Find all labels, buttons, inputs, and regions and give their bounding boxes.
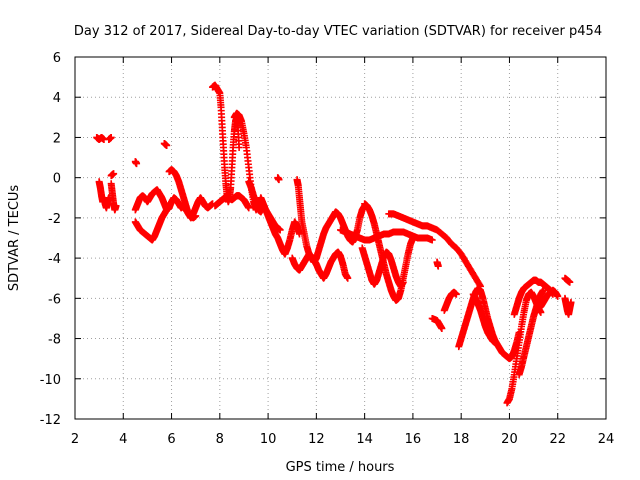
y-tick-label: 2: [53, 131, 61, 146]
series-track-i: [160, 139, 171, 149]
series-track-h: [131, 204, 173, 244]
x-tick-label: 20: [501, 432, 518, 447]
x-tick-label: 12: [308, 432, 325, 447]
data-point-marker: [438, 325, 446, 332]
chart-title: Day 312 of 2017, Sidereal Day-to-day VTE…: [74, 24, 602, 39]
series-track-j: [165, 166, 217, 222]
data-point-marker: [107, 133, 115, 141]
data-point-marker: [452, 290, 460, 298]
series-track-u: [385, 210, 484, 290]
data-point-marker: [434, 262, 442, 270]
series-track-c: [95, 178, 113, 212]
y-tick-label: 0: [53, 172, 61, 187]
data-point-marker: [245, 204, 253, 212]
series-track-x: [433, 258, 442, 270]
series-track-b: [105, 133, 115, 143]
data-point-marker: [276, 226, 284, 234]
data-point-marker: [539, 286, 547, 294]
series-track-d: [107, 180, 120, 214]
data-point-marker: [567, 298, 575, 306]
series-track-e: [107, 170, 118, 180]
series-track-v: [428, 314, 446, 332]
y-tick-label: 6: [53, 51, 61, 66]
series-track-f: [131, 158, 141, 168]
data-point-marker: [163, 141, 171, 149]
data-point-marker: [409, 234, 417, 242]
data-point-marker: [344, 274, 352, 282]
y-axis-label: SDTVAR / TECUs: [7, 185, 22, 292]
series-track-o: [274, 174, 283, 184]
data-point-marker: [110, 170, 118, 178]
series-track-ae: [561, 294, 575, 318]
series-track-ad: [534, 286, 562, 312]
y-tick-label: -8: [48, 333, 61, 348]
x-tick-label: 2: [71, 432, 79, 447]
series-track-af: [561, 274, 574, 286]
x-tick-label: 6: [167, 432, 175, 447]
data-point-marker: [554, 292, 562, 300]
series-track-q: [288, 248, 352, 282]
data-point-marker: [399, 278, 407, 286]
data-marks: [93, 81, 575, 407]
series-track-w: [440, 288, 460, 314]
y-tick-label: -12: [40, 413, 61, 428]
series-track-ab: [510, 276, 557, 318]
series-track-r: [337, 226, 436, 244]
data-point-marker: [566, 278, 574, 286]
data-point-marker: [235, 144, 243, 151]
x-tick-label: 16: [405, 432, 422, 447]
x-tick-label: 10: [260, 432, 277, 447]
y-tick-label: -6: [48, 292, 61, 307]
series-track-n: [245, 178, 303, 258]
y-tick-label: 4: [53, 91, 61, 106]
data-point-marker: [165, 204, 173, 212]
y-tick-label: -4: [48, 252, 61, 267]
data-point-marker: [133, 160, 141, 168]
x-tick-label: 18: [453, 432, 470, 447]
x-tick-label: 22: [549, 432, 566, 447]
series-track-z: [469, 290, 499, 347]
series-track-t: [358, 244, 407, 290]
x-tick-label: 14: [356, 432, 373, 447]
x-tick-label: 24: [598, 432, 615, 447]
x-axis-label: GPS time / hours: [286, 460, 395, 475]
x-tick-label: 8: [216, 432, 224, 447]
plot-frame: [74, 56, 607, 420]
data-point-marker: [112, 202, 120, 210]
y-tick-label: -2: [48, 212, 61, 227]
data-point-marker: [491, 339, 499, 347]
data-point-marker: [275, 176, 283, 184]
x-tick-label: 4: [119, 432, 127, 447]
series-track-a: [93, 133, 108, 143]
y-tick-label: -10: [40, 373, 61, 388]
series-track-m: [211, 192, 253, 212]
data-point-marker: [428, 236, 436, 244]
